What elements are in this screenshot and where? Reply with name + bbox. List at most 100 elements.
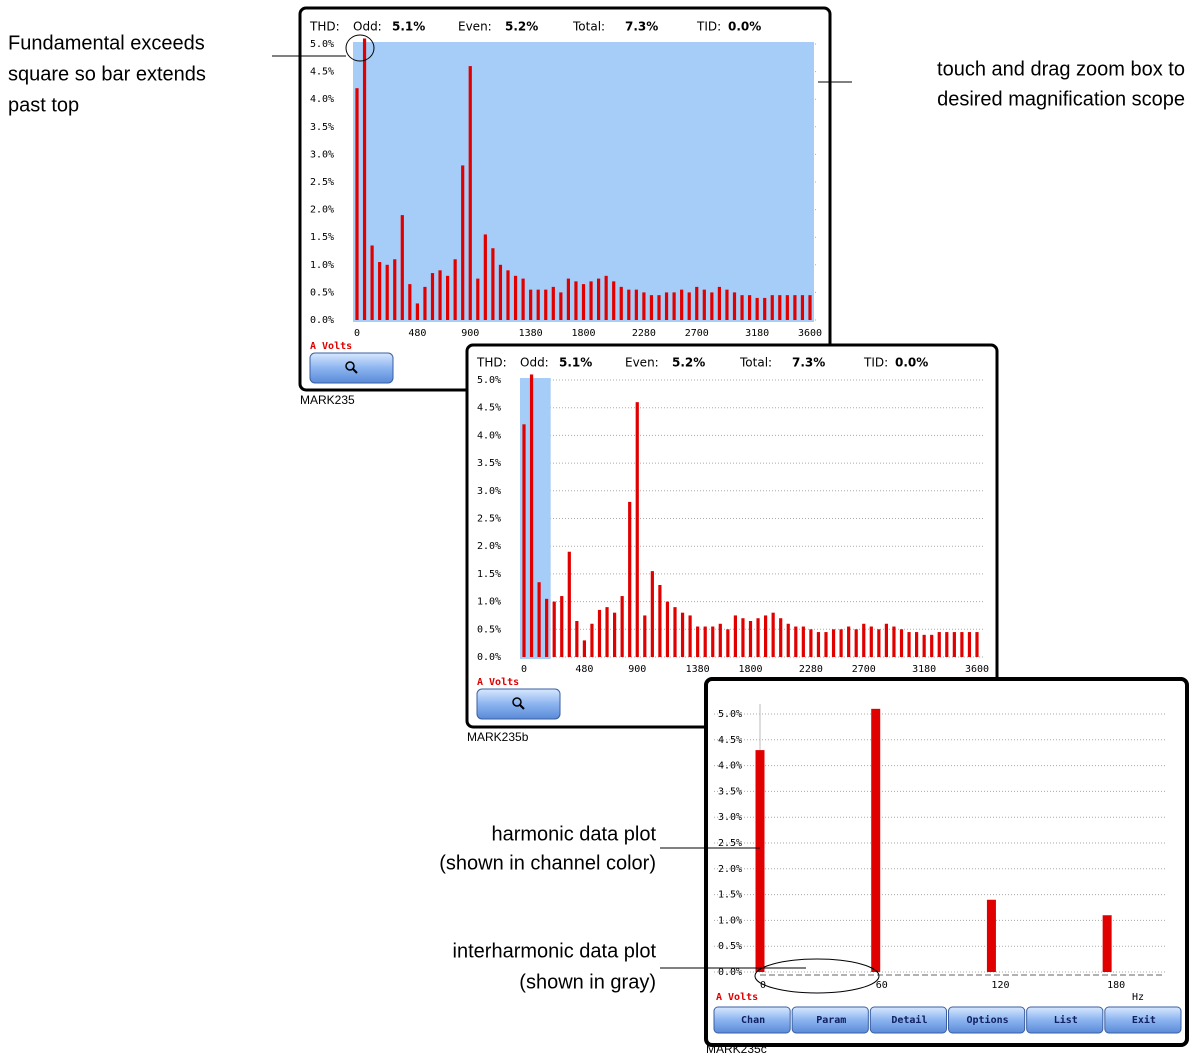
x-tick-label: 900 xyxy=(628,664,646,675)
softkey-label[interactable]: Param xyxy=(816,1015,846,1026)
bar xyxy=(801,626,805,657)
y-tick-label: 5.0% xyxy=(718,709,742,720)
y-tick-label: 2.5% xyxy=(310,177,334,188)
bar xyxy=(748,295,752,320)
y-tick-label: 2.5% xyxy=(718,838,742,849)
bar xyxy=(937,632,941,657)
bar xyxy=(642,292,646,320)
softkey[interactable] xyxy=(713,1006,791,1034)
softkey[interactable] xyxy=(791,1006,869,1034)
bar xyxy=(786,623,790,657)
thd-header: Odd: xyxy=(520,356,549,370)
bar xyxy=(521,278,525,320)
thd-header: 0.0% xyxy=(728,20,761,34)
bar xyxy=(871,708,881,972)
softkey-label[interactable]: List xyxy=(1054,1014,1078,1026)
thd-header: TID: xyxy=(863,356,888,370)
x-tick-label: 60 xyxy=(876,980,888,991)
zoom-icon xyxy=(519,704,525,710)
bar xyxy=(551,286,555,320)
bar xyxy=(922,634,926,657)
bar xyxy=(793,295,797,320)
y-tick-label: 2.0% xyxy=(477,541,501,552)
bar xyxy=(560,596,564,657)
y-tick-label: 3.0% xyxy=(477,486,501,497)
bar xyxy=(658,584,662,657)
x-tick-label: 3180 xyxy=(912,664,936,675)
x-tick-label: 0 xyxy=(354,328,360,339)
bar xyxy=(717,286,721,320)
bar xyxy=(952,632,956,657)
bar xyxy=(400,215,404,320)
softkey-label[interactable]: Detail xyxy=(891,1014,927,1026)
bar xyxy=(711,626,715,657)
x-tick-label: 3180 xyxy=(745,328,769,339)
y-tick-label: 4.0% xyxy=(718,761,742,772)
bar xyxy=(537,582,541,657)
bar xyxy=(967,632,972,657)
softkey-label[interactable]: Options xyxy=(967,1014,1009,1026)
caption: MARK235b xyxy=(467,730,529,744)
bar xyxy=(453,259,457,320)
annotation: (shown in channel color) xyxy=(439,852,656,874)
y-tick-label: 0.5% xyxy=(310,287,334,298)
thd-header: 5.1% xyxy=(392,20,425,34)
thd-header: TID: xyxy=(696,20,721,34)
y-tick-label: 1.0% xyxy=(310,260,334,271)
softkey[interactable] xyxy=(948,1006,1026,1034)
bar xyxy=(378,262,382,320)
bar xyxy=(522,424,526,657)
bar xyxy=(673,607,677,657)
x-tick-label: 480 xyxy=(575,664,593,675)
bar xyxy=(808,295,812,320)
bar xyxy=(764,615,768,657)
bar xyxy=(597,609,602,657)
channel-label: A Volts xyxy=(310,341,352,352)
softkey[interactable] xyxy=(1104,1006,1182,1034)
channel-label: A Volts xyxy=(716,992,758,1003)
thd-header: Even: xyxy=(625,356,659,370)
callout-circle xyxy=(345,34,375,62)
y-tick-label: 2.0% xyxy=(718,864,742,875)
bar xyxy=(634,289,638,320)
thd-header: THD: xyxy=(476,356,507,370)
zoom-box[interactable] xyxy=(353,42,814,322)
bar xyxy=(892,626,896,657)
x-tick-label: 0 xyxy=(760,980,766,991)
x-tick-label: 3600 xyxy=(965,664,989,675)
softkey-label[interactable]: Exit xyxy=(1132,1014,1156,1026)
bar xyxy=(854,629,858,657)
bar xyxy=(582,640,586,657)
zoom-button[interactable] xyxy=(476,688,561,720)
softkey[interactable] xyxy=(869,1006,947,1034)
bar xyxy=(816,632,821,657)
y-tick-label: 4.5% xyxy=(477,403,501,414)
y-tick-label: 3.0% xyxy=(718,812,742,823)
bar xyxy=(755,297,759,320)
bar xyxy=(650,571,654,657)
bar xyxy=(986,899,996,972)
bar xyxy=(831,629,836,657)
bar xyxy=(468,66,472,320)
zoom-icon xyxy=(345,361,355,371)
bar xyxy=(544,289,548,320)
bar xyxy=(710,292,714,320)
bar xyxy=(643,615,647,657)
bar xyxy=(695,286,699,320)
softkey[interactable] xyxy=(1026,1006,1104,1034)
x-tick-label: 2280 xyxy=(632,328,656,339)
callout-circle xyxy=(754,958,880,994)
bar xyxy=(506,270,510,320)
bar xyxy=(680,612,685,657)
y-tick-label: 4.0% xyxy=(477,430,501,441)
bar xyxy=(809,629,813,657)
annotation: touch and drag zoom box to xyxy=(937,58,1185,80)
bar xyxy=(559,292,563,320)
bar xyxy=(756,618,760,657)
bar xyxy=(740,295,744,320)
softkey-label[interactable]: Chan xyxy=(741,1015,765,1026)
x-tick-label: 3600 xyxy=(798,328,822,339)
y-tick-label: 4.0% xyxy=(310,94,334,105)
thd-header: 5.2% xyxy=(505,20,538,34)
zoom-button[interactable] xyxy=(309,352,394,384)
